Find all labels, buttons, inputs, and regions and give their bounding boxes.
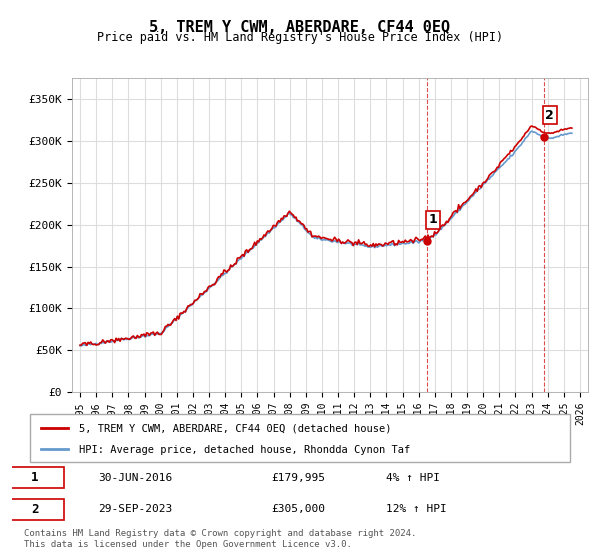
Text: 30-JUN-2016: 30-JUN-2016 [98,473,173,483]
Text: HPI: Average price, detached house, Rhondda Cynon Taf: HPI: Average price, detached house, Rhon… [79,445,410,455]
Text: 5, TREM Y CWM, ABERDARE, CF44 0EQ: 5, TREM Y CWM, ABERDARE, CF44 0EQ [149,20,451,35]
Text: 2: 2 [545,109,554,122]
FancyBboxPatch shape [6,499,64,520]
Text: 5, TREM Y CWM, ABERDARE, CF44 0EQ (detached house): 5, TREM Y CWM, ABERDARE, CF44 0EQ (detac… [79,424,391,433]
Text: 4% ↑ HPI: 4% ↑ HPI [386,473,440,483]
FancyBboxPatch shape [30,414,570,462]
Text: 1: 1 [31,471,39,484]
Text: £179,995: £179,995 [271,473,325,483]
Text: 29-SEP-2023: 29-SEP-2023 [98,505,173,515]
FancyBboxPatch shape [6,467,64,488]
Text: Price paid vs. HM Land Registry's House Price Index (HPI): Price paid vs. HM Land Registry's House … [97,31,503,44]
Text: £305,000: £305,000 [271,505,325,515]
Text: 1: 1 [428,213,437,226]
Text: 2: 2 [31,503,39,516]
Text: Contains HM Land Registry data © Crown copyright and database right 2024.
This d: Contains HM Land Registry data © Crown c… [24,529,416,549]
Text: 12% ↑ HPI: 12% ↑ HPI [386,505,447,515]
